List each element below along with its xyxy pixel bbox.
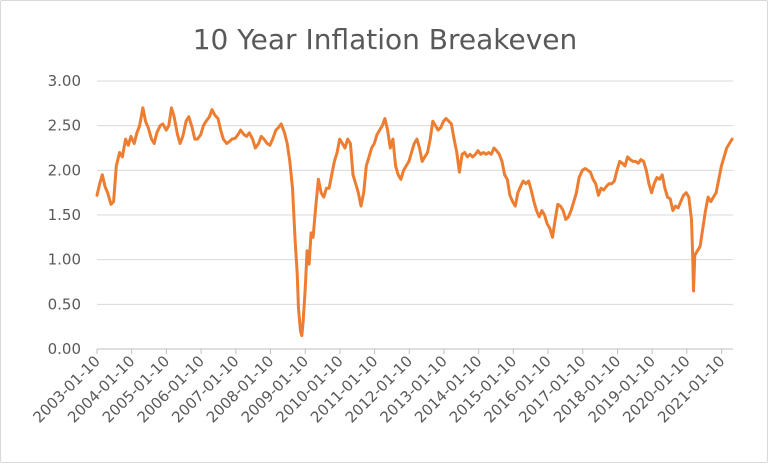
y-tick-label: 2.50 [48,117,81,135]
y-tick-label: 0.50 [48,295,81,313]
series-layer [95,106,734,338]
gridlines [97,80,733,305]
series-line [95,106,734,338]
chart-title: 10 Year Inflation Breakeven [193,23,578,56]
y-tick-label: 1.00 [48,251,81,269]
x-axis [96,348,733,354]
x-axis-labels: 2003-01-102004-01-102005-01-102006-01-10… [29,352,728,426]
y-tick-label: 3.00 [48,72,81,90]
y-tick-label: 2.00 [48,161,81,179]
y-tick-label: 1.50 [48,206,81,224]
y-axis: 0.00 0.50 1.00 1.50 2.00 2.50 3.00 [48,72,81,358]
y-tick-label: 0.00 [48,340,81,358]
